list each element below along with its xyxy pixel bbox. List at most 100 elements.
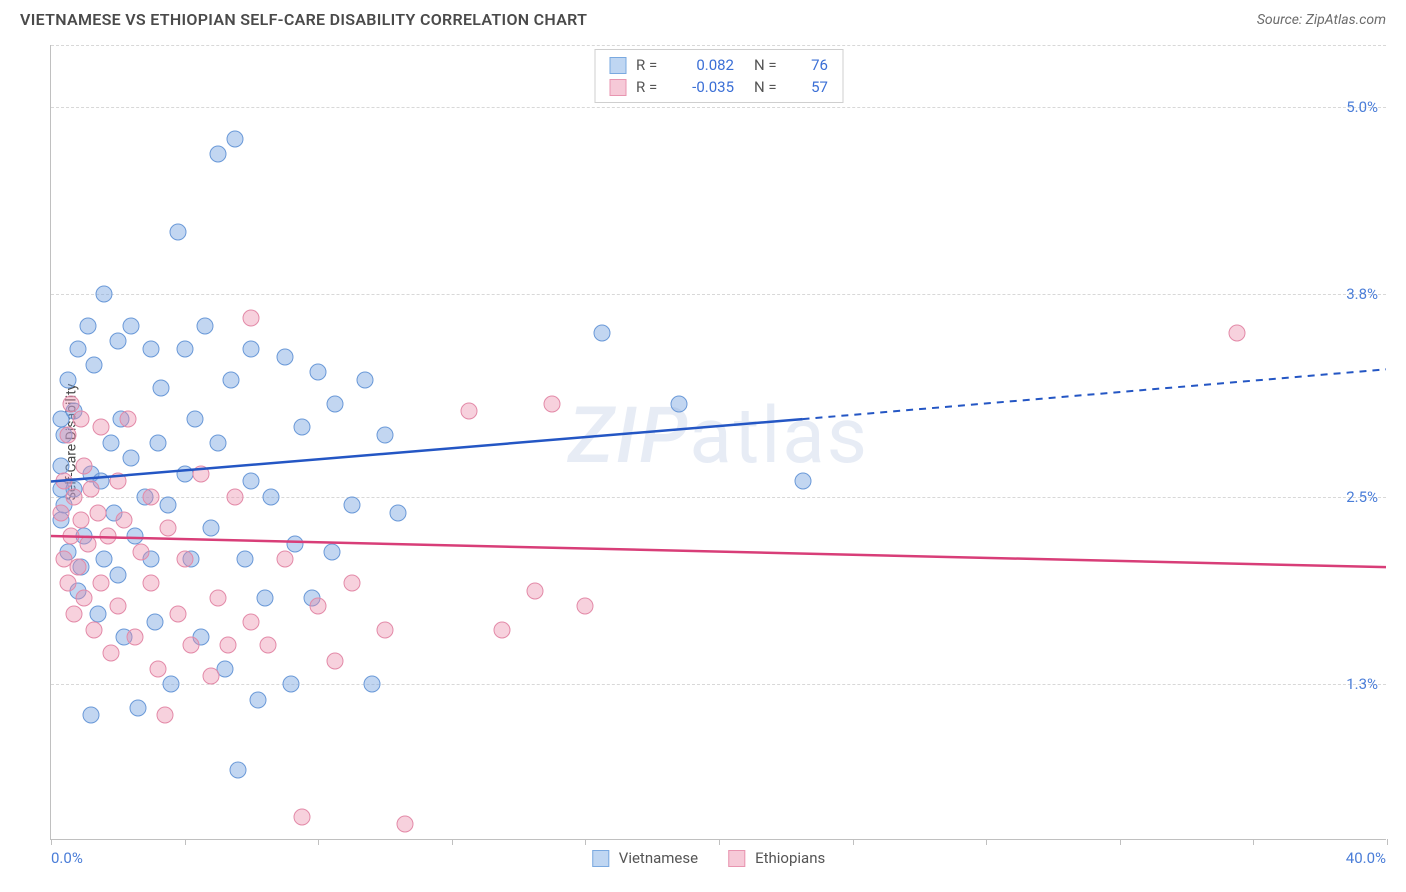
legend-r-value: -0.035 [680, 78, 734, 96]
scatter-point [223, 372, 240, 389]
scatter-point [356, 372, 373, 389]
scatter-point [377, 426, 394, 443]
scatter-point [86, 356, 103, 373]
scatter-point [230, 761, 247, 778]
scatter-point [153, 379, 170, 396]
correlation-legend: R =0.082N =76R =-0.035N =57 [594, 49, 843, 103]
scatter-point [226, 130, 243, 147]
scatter-point [226, 489, 243, 506]
legend-row: R =-0.035N =57 [609, 76, 828, 98]
scatter-point [310, 364, 327, 381]
scatter-point [149, 434, 166, 451]
x-tick [51, 839, 52, 845]
gridline [51, 684, 1386, 685]
scatter-point [794, 473, 811, 490]
y-tick-label: 2.5% [1346, 488, 1378, 506]
scatter-point [286, 535, 303, 552]
scatter-point [377, 621, 394, 638]
scatter-point [146, 613, 163, 630]
scatter-point [193, 465, 210, 482]
x-tick [1253, 839, 1254, 845]
y-tick-label: 3.8% [1346, 285, 1378, 303]
scatter-point [76, 590, 93, 607]
scatter-point [76, 457, 93, 474]
scatter-point [250, 691, 267, 708]
scatter-point [109, 598, 126, 615]
scatter-point [89, 504, 106, 521]
watermark: ZIPatlas [568, 391, 869, 482]
scatter-point [66, 489, 83, 506]
scatter-point [293, 418, 310, 435]
scatter-point [263, 489, 280, 506]
legend-r-label: R = [636, 78, 670, 96]
gridline [51, 107, 1386, 108]
scatter-point [176, 340, 193, 357]
scatter-point [363, 676, 380, 693]
trend-lines [51, 45, 1386, 839]
x-tick [1120, 839, 1121, 845]
x-tick [185, 839, 186, 845]
scatter-point [460, 403, 477, 420]
scatter-point [243, 613, 260, 630]
scatter-point [343, 496, 360, 513]
scatter-point [310, 598, 327, 615]
scatter-point [594, 325, 611, 342]
scatter-point [69, 340, 86, 357]
scatter-point [96, 286, 113, 303]
scatter-point [196, 317, 213, 334]
scatter-point [103, 644, 120, 661]
scatter-point [59, 372, 76, 389]
chart-title: VIETNAMESE VS ETHIOPIAN SELF-CARE DISABI… [20, 10, 587, 29]
scatter-point [103, 434, 120, 451]
scatter-point [276, 348, 293, 365]
scatter-point [56, 473, 73, 490]
scatter-point [123, 450, 140, 467]
chart-container: ZIPatlas Self-Care Disability 0.0% 40.0%… [50, 45, 1386, 840]
x-tick [986, 839, 987, 845]
scatter-point [126, 629, 143, 646]
scatter-point [326, 652, 343, 669]
scatter-point [73, 512, 90, 529]
scatter-point [176, 465, 193, 482]
scatter-point [69, 559, 86, 576]
x-tick [853, 839, 854, 845]
scatter-point [53, 457, 70, 474]
scatter-point [203, 520, 220, 537]
source-label: Source: ZipAtlas.com [1257, 12, 1386, 28]
legend-swatch [609, 57, 626, 74]
x-axis-max-label: 40.0% [1346, 849, 1386, 867]
scatter-point [83, 707, 100, 724]
legend-n-label: N = [754, 78, 788, 96]
scatter-point [156, 707, 173, 724]
scatter-point [116, 512, 133, 529]
scatter-point [159, 520, 176, 537]
scatter-point [93, 574, 110, 591]
scatter-point [53, 504, 70, 521]
gridline [51, 294, 1386, 295]
scatter-point [86, 621, 103, 638]
x-tick [719, 839, 720, 845]
scatter-point [83, 481, 100, 498]
scatter-point [169, 224, 186, 241]
scatter-point [256, 590, 273, 607]
scatter-point [89, 605, 106, 622]
scatter-point [236, 551, 253, 568]
scatter-point [323, 543, 340, 560]
scatter-point [126, 528, 143, 545]
scatter-point [63, 395, 80, 412]
scatter-point [73, 411, 90, 428]
legend-r-label: R = [636, 56, 670, 74]
scatter-point [243, 309, 260, 326]
x-tick [585, 839, 586, 845]
gridline [51, 497, 1386, 498]
legend-r-value: 0.082 [680, 56, 734, 74]
scatter-point [59, 574, 76, 591]
scatter-point [133, 543, 150, 560]
scatter-point [163, 676, 180, 693]
legend-swatch [609, 79, 626, 96]
scatter-point [119, 411, 136, 428]
scatter-point [210, 146, 227, 163]
scatter-point [59, 426, 76, 443]
scatter-point [79, 317, 96, 334]
scatter-point [527, 582, 544, 599]
